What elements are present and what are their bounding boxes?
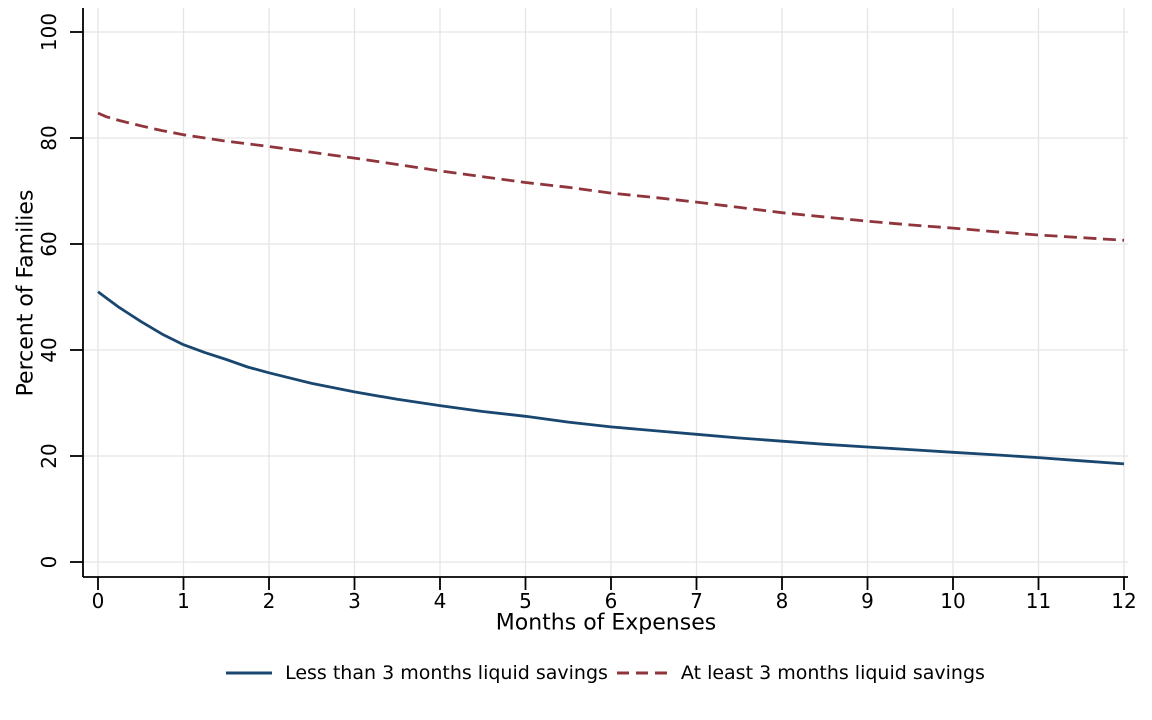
y-tick-label: 60 <box>37 231 61 256</box>
legend-item-less-than-3-months: Less than 3 months liquid savings <box>226 662 608 684</box>
chart-legend: Less than 3 months liquid savings At lea… <box>83 662 1128 684</box>
y-tick-label: 40 <box>37 337 61 362</box>
x-tick-label: 1 <box>177 589 190 613</box>
x-tick-label: 2 <box>263 589 276 613</box>
x-tick-label: 10 <box>940 589 965 613</box>
y-tick-label: 100 <box>37 13 61 51</box>
x-tick-label: 8 <box>776 589 789 613</box>
x-tick-label: 5 <box>519 589 532 613</box>
legend-line-swatch-solid <box>226 670 273 676</box>
y-tick-label: 20 <box>37 443 61 468</box>
x-axis-title: Months of Expenses <box>495 610 717 636</box>
legend-item-at-least-3-months: At least 3 months liquid savings <box>616 662 985 684</box>
x-tick-label: 11 <box>1026 589 1051 613</box>
x-tick-label: 4 <box>434 589 447 613</box>
x-tick-label: 7 <box>690 589 703 613</box>
x-tick-label: 12 <box>1111 589 1136 613</box>
x-tick-label: 3 <box>348 589 361 613</box>
x-tick-label: 9 <box>861 589 874 613</box>
y-tick-label: 0 <box>37 556 61 569</box>
series-line-0 <box>97 290 1125 466</box>
x-tick-label: 0 <box>92 589 105 613</box>
x-tick-label: 6 <box>605 589 618 613</box>
series-line-1 <box>97 111 1125 242</box>
y-axis-title: Percent of Families <box>13 189 39 397</box>
y-tick-label: 80 <box>37 125 61 150</box>
legend-label: At least 3 months liquid savings <box>680 662 985 684</box>
legend-line-swatch-dashed <box>616 670 668 676</box>
legend-label: Less than 3 months liquid savings <box>285 662 608 684</box>
